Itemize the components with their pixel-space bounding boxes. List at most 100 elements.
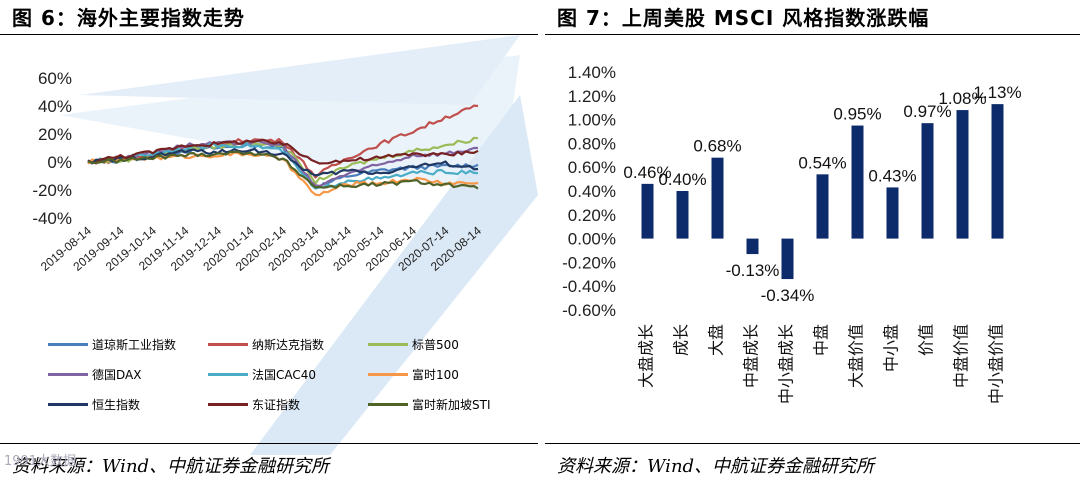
value-label: 0.43% [868, 166, 916, 185]
y-axis: 1.40% 1.20% 1.00% 0.80% 0.60% 0.40% 0.20% 0.00%… [562, 63, 616, 320]
category-label: 中盘价值 [952, 324, 971, 388]
source-divider-left [0, 443, 538, 444]
bar [991, 104, 1004, 239]
line-chart: 60%40%20%0%-20%-40% 2019-08-142019-09-14… [32, 35, 538, 455]
legend-item: 德国DAX [48, 366, 141, 383]
bar [781, 238, 794, 280]
category-label: 成长 [673, 324, 691, 356]
value-label: 1.13% [973, 83, 1021, 102]
category-label: 中盘 [812, 324, 831, 356]
bar [956, 110, 969, 239]
y-tick-label: 20% [38, 125, 72, 144]
y-tick-label: -20% [32, 181, 72, 200]
value-label: -0.34% [761, 286, 815, 305]
value-label: 0.68% [693, 137, 741, 156]
legend-swatch [208, 343, 248, 346]
y-axis: 60% 40% 20% 0% -20% -40% [32, 69, 72, 228]
series-line [87, 138, 479, 165]
bar [921, 123, 934, 239]
legend-swatch [208, 373, 248, 376]
category-label: 中小盘价值 [987, 324, 1006, 404]
value-label: 0.46% [623, 163, 671, 182]
category-label: 中小盘 [882, 324, 901, 372]
series-line [87, 147, 479, 177]
bar [816, 174, 829, 239]
value-label: 0.95% [833, 105, 881, 124]
legend-item: 东证指数 [208, 396, 300, 413]
legend-swatch [208, 403, 248, 406]
bar [641, 183, 654, 239]
legend-label: 纳斯达克指数 [252, 338, 325, 352]
category-label: 价值 [918, 324, 936, 356]
legend-swatch [48, 403, 88, 406]
bar [851, 125, 864, 239]
panel-overseas-indices: 图 6：海外主要指数走势 60% 40% 20% 0% -20% -40% 2019-08… [0, 0, 538, 483]
bar-chart: 1.40% 1.20% 1.00% 0.80% 0.60% 0.40% 0.20% 0.00%… [562, 63, 1021, 404]
legend-item: 富时100 [368, 366, 459, 383]
bar [676, 191, 689, 239]
y-tick-label: 40% [38, 97, 72, 116]
legend-label: 德国DAX [92, 368, 142, 382]
y-tick-label: 0.60% [568, 158, 616, 177]
value-label: 0.40% [658, 170, 706, 189]
legend-label: 东证指数 [252, 398, 301, 412]
category-label: 大盘价值 [847, 324, 866, 388]
category-label: 大盘成长 [637, 324, 656, 388]
y-tick-label: -0.40% [562, 277, 616, 296]
category-label: 中小盘成长 [777, 324, 796, 404]
y-tick-label: -0.60% [562, 301, 616, 320]
y-tick-label: 0.20% [568, 206, 616, 225]
bar [886, 187, 899, 239]
watermark-text: 1991大数据 [4, 454, 77, 469]
value-label: 0.54% [798, 153, 846, 172]
chart-title-right: 图 7：上周美股 MSCI 风格指数涨跌幅 [557, 6, 930, 30]
legend-label: 法国CAC40 [252, 368, 317, 382]
bar [746, 238, 759, 255]
bars-group [641, 104, 1004, 280]
legend-item: 恒生指数 [48, 396, 140, 413]
category-label: 大盘 [707, 324, 726, 356]
legend-swatch [368, 343, 408, 346]
chart-title-left: 图 6：海外主要指数走势 [12, 6, 245, 30]
legend-item: 标普500 [368, 336, 459, 353]
series-group [87, 104, 479, 197]
value-label: -0.13% [726, 261, 780, 280]
value-labels-group: 0.46%0.40% 0.68% -0.13% -0.34% 0.54% 0.95% 0.4… [623, 83, 1021, 305]
source-divider-right [545, 443, 1080, 444]
watermark-ray-2 [60, 55, 520, 195]
y-tick-label: 1.00% [568, 111, 616, 130]
legend-label: 标普500 [412, 338, 459, 352]
y-tick-label: 0.80% [568, 134, 616, 153]
y-tick-label: 1.20% [568, 87, 616, 106]
legend-label: 道琼斯工业指数 [92, 338, 177, 352]
legend-item: 法国CAC40 [208, 366, 316, 383]
legend-label: 富时新加坡STI [412, 398, 491, 412]
category-labels-group: 大盘成长 成长 大盘 中盘成长 中小盘成长 中盘 大盘价值 中小盘 价值 中盘价值 中小盘价值 [637, 324, 1006, 404]
value-label: 1.08% [938, 89, 986, 108]
y-tick-label: 60% [38, 69, 72, 88]
legend-label: 富时100 [412, 368, 459, 382]
y-tick-label: 0% [47, 153, 72, 172]
series-line [87, 150, 479, 190]
category-label: 中盘成长 [742, 324, 761, 388]
y-tick-label: -0.20% [562, 253, 616, 272]
source-note-left: 资料来源：Wind、中航证券金融研究所 [12, 456, 330, 477]
legend-swatch [368, 373, 408, 376]
title-divider-right [545, 34, 1080, 35]
legend-item: 富时新加坡STI [368, 396, 491, 413]
y-tick-label: 0.00% [568, 230, 616, 249]
legend-item: 纳斯达克指数 [208, 336, 324, 353]
legend-swatch [48, 373, 88, 376]
y-tick-label: -40% [32, 209, 72, 228]
y-tick-label: 1.40% [568, 63, 616, 82]
legend-label: 恒生指数 [92, 398, 141, 412]
y-tick-label: 0.40% [568, 182, 616, 201]
legend-item: 道琼斯工业指数 [48, 336, 176, 353]
legend-swatch [48, 343, 88, 346]
value-label: 0.97% [903, 102, 951, 121]
source-note-right: 资料来源：Wind、中航证券金融研究所 [557, 456, 875, 477]
bar [711, 157, 724, 239]
legend-swatch [368, 403, 408, 406]
panel-msci-style: 图 7：上周美股 MSCI 风格指数涨跌幅 1.40% 1.20% 1.00% 0.8… [545, 0, 1080, 483]
title-divider-left [0, 34, 538, 35]
